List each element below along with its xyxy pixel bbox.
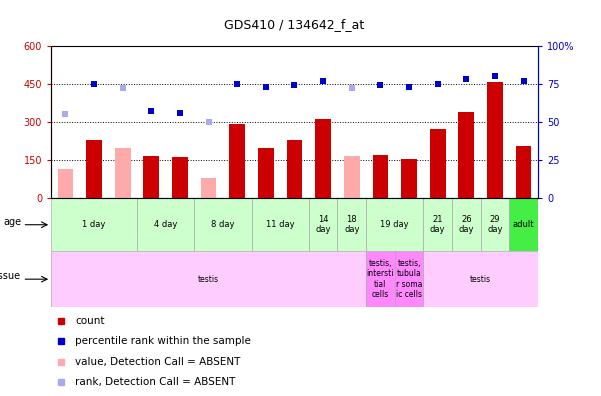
Bar (287, 139, 302, 198)
Text: testis: testis (198, 275, 219, 284)
Bar (230, 124, 245, 198)
Bar (481, 198, 509, 251)
Text: 26
day: 26 day (459, 215, 474, 234)
Point (490, 73, 500, 79)
Text: 8 day: 8 day (211, 220, 234, 229)
Text: 4 day: 4 day (154, 220, 177, 229)
Bar (51, 198, 137, 251)
Text: 19 day: 19 day (380, 220, 409, 229)
Point (462, 76, 471, 82)
Text: adult: adult (513, 220, 534, 229)
Bar (366, 251, 395, 307)
Text: count: count (76, 316, 105, 326)
Point (175, 109, 185, 116)
Text: 14
day: 14 day (316, 215, 331, 234)
Bar (86, 139, 102, 198)
Point (433, 80, 442, 87)
Bar (423, 251, 538, 307)
Text: testis: testis (470, 275, 491, 284)
Bar (258, 148, 273, 198)
Point (376, 82, 385, 88)
Point (261, 84, 270, 90)
Bar (172, 157, 188, 198)
Bar (58, 169, 73, 198)
Point (61, 111, 70, 117)
Point (118, 85, 127, 91)
Bar (395, 251, 423, 307)
Bar (252, 198, 309, 251)
Bar (516, 146, 531, 198)
Bar (194, 198, 252, 251)
Text: GDS410 / 134642_f_at: GDS410 / 134642_f_at (224, 18, 365, 31)
Bar (430, 129, 445, 198)
Text: 29
day: 29 day (487, 215, 502, 234)
Bar (423, 198, 452, 251)
Text: rank, Detection Call = ABSENT: rank, Detection Call = ABSENT (76, 377, 236, 387)
Text: 1 day: 1 day (82, 220, 106, 229)
Point (404, 84, 414, 90)
Text: value, Detection Call = ABSENT: value, Detection Call = ABSENT (76, 356, 241, 367)
Point (519, 78, 528, 84)
Text: 11 day: 11 day (266, 220, 294, 229)
Bar (509, 198, 538, 251)
Bar (316, 119, 331, 198)
Bar (373, 155, 388, 198)
Bar (487, 82, 503, 198)
Text: tissue: tissue (0, 271, 21, 282)
Point (204, 118, 213, 125)
Bar (401, 159, 417, 198)
Bar (309, 198, 337, 251)
Text: testis,
tubula
r soma
ic cells: testis, tubula r soma ic cells (396, 259, 423, 299)
Bar (51, 251, 366, 307)
Bar (144, 156, 159, 198)
Bar (366, 198, 423, 251)
Point (89, 80, 99, 87)
Point (147, 108, 156, 114)
Text: age: age (3, 217, 21, 227)
Bar (344, 156, 359, 198)
Text: testis,
intersti
tial
cells: testis, intersti tial cells (367, 259, 394, 299)
Bar (201, 178, 216, 198)
Bar (459, 112, 474, 198)
Point (319, 78, 328, 84)
Bar (115, 148, 130, 198)
Text: 21
day: 21 day (430, 215, 445, 234)
Bar (137, 198, 194, 251)
Bar (337, 198, 366, 251)
Point (233, 80, 242, 87)
Text: 18
day: 18 day (344, 215, 359, 234)
Text: percentile rank within the sample: percentile rank within the sample (76, 336, 251, 346)
Point (290, 82, 299, 88)
Bar (452, 198, 481, 251)
Point (347, 85, 356, 91)
